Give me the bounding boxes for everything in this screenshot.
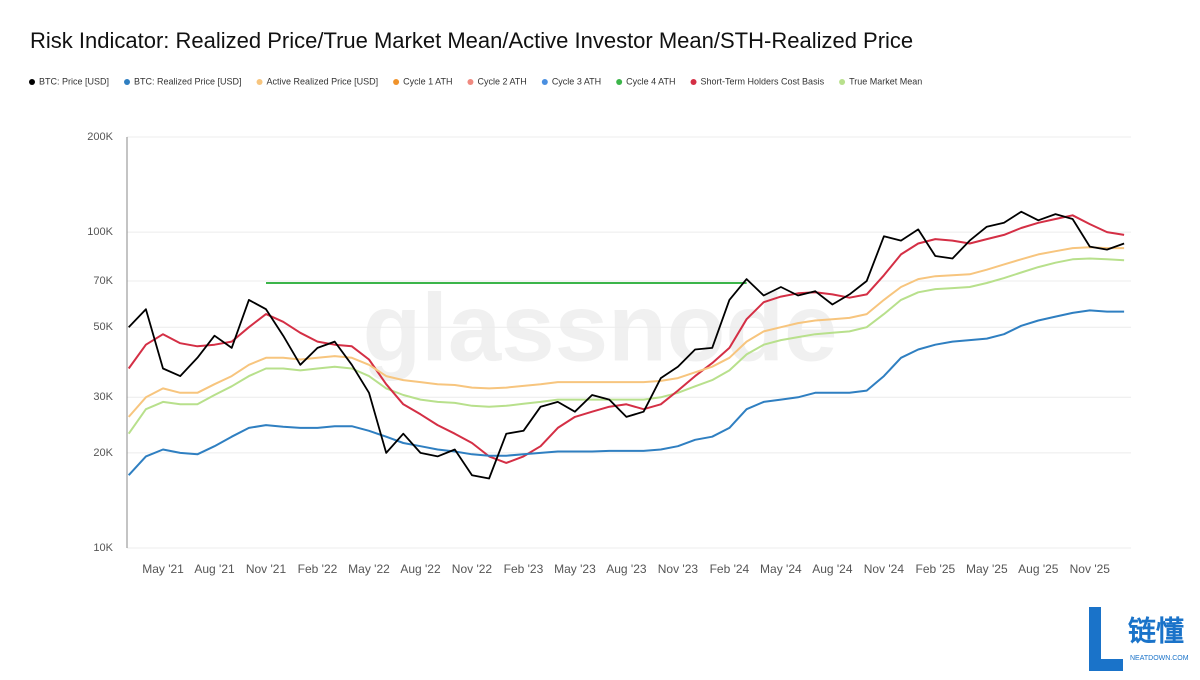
x-tick-label: Nov '21 xyxy=(246,562,287,576)
legend-item: BTC: Price [USD] xyxy=(29,76,109,86)
x-tick-label: Aug '21 xyxy=(194,562,235,576)
legend-item: BTC: Realized Price [USD] xyxy=(124,76,242,86)
legend-label: Short-Term Holders Cost Basis xyxy=(701,76,825,86)
brand-site: NEATDOWN.COM xyxy=(1130,655,1189,662)
x-tick-label: May '24 xyxy=(760,562,802,576)
x-tick-label: Nov '23 xyxy=(658,562,699,576)
series-line xyxy=(127,309,1125,476)
x-tick-label: Aug '22 xyxy=(400,562,441,576)
x-tick-label: Aug '24 xyxy=(812,562,853,576)
logo-bar xyxy=(1089,607,1101,671)
legend-label: Cycle 1 ATH xyxy=(403,76,452,86)
legend-swatch xyxy=(256,79,263,85)
legend-item: Cycle 3 ATH xyxy=(541,76,601,86)
legend-item: Cycle 4 ATH xyxy=(616,76,676,86)
x-tick-label: Feb '22 xyxy=(298,562,338,576)
brand-logo: 链懂 NEATDOWN.COM xyxy=(1089,607,1189,671)
x-tick-label: Aug '25 xyxy=(1018,562,1059,576)
y-tick-label: 30K xyxy=(93,391,113,403)
x-tick-label: Feb '24 xyxy=(710,562,750,576)
brand-name: 链懂 xyxy=(1128,615,1184,646)
x-tick-label: Feb '25 xyxy=(916,562,956,576)
plot-area: 10K 20K 30K 50K 70K 100K 200K May '21 Aug '21 Nov… xyxy=(87,131,1131,576)
series-line xyxy=(127,257,1125,435)
legend-label: Active Realized Price [USD] xyxy=(267,76,379,86)
x-tick-label: May '23 xyxy=(554,562,596,576)
x-tick-label: Nov '24 xyxy=(864,562,905,576)
legend-swatch xyxy=(690,79,697,85)
series-line xyxy=(128,210,1125,480)
x-tick-label: Feb '23 xyxy=(504,562,544,576)
x-tick-label: May '21 xyxy=(142,562,184,576)
legend-label: Cycle 3 ATH xyxy=(552,76,601,86)
legend-swatch xyxy=(124,79,131,85)
chart-title: Risk Indicator: Realized Price/True Mark… xyxy=(30,28,913,53)
y-tick-label: 10K xyxy=(93,542,113,554)
logo-bar xyxy=(1089,659,1123,671)
legend-swatch xyxy=(616,79,623,85)
x-tick-label: May '25 xyxy=(966,562,1008,576)
y-tick-label: 200K xyxy=(87,131,113,143)
legend-label: Cycle 4 ATH xyxy=(626,76,675,86)
watermark: glassnode xyxy=(363,274,838,381)
legend-item: Short-Term Holders Cost Basis xyxy=(690,76,825,86)
legend-item: Cycle 1 ATH xyxy=(393,76,452,86)
legend-item: True Market Mean xyxy=(839,76,922,86)
legend: BTC: Price [USD] BTC: Realized Price [USD… xyxy=(29,76,922,86)
legend-label: BTC: Realized Price [USD] xyxy=(134,76,242,86)
y-tick-label: 70K xyxy=(93,275,113,287)
y-tick-label: 20K xyxy=(93,447,113,459)
x-tick-label: Nov '25 xyxy=(1070,562,1111,576)
legend-label: BTC: Price [USD] xyxy=(39,76,109,86)
series-line xyxy=(127,246,1125,418)
y-tick-label: 100K xyxy=(87,226,113,238)
legend-swatch xyxy=(541,79,548,85)
y-tick-label: 50K xyxy=(93,321,113,333)
legend-swatch xyxy=(467,79,474,85)
x-tick-label: Aug '23 xyxy=(606,562,647,576)
legend-swatch xyxy=(393,79,400,85)
legend-item: Active Realized Price [USD] xyxy=(256,76,379,86)
legend-swatch xyxy=(839,79,846,85)
series-line xyxy=(127,214,1125,464)
x-tick-label: Nov '22 xyxy=(452,562,493,576)
legend-label: True Market Mean xyxy=(849,76,922,86)
legend-swatch xyxy=(29,79,35,85)
legend-label: Cycle 2 ATH xyxy=(477,76,526,86)
x-tick-label: May '22 xyxy=(348,562,390,576)
legend-item: Cycle 2 ATH xyxy=(467,76,527,86)
